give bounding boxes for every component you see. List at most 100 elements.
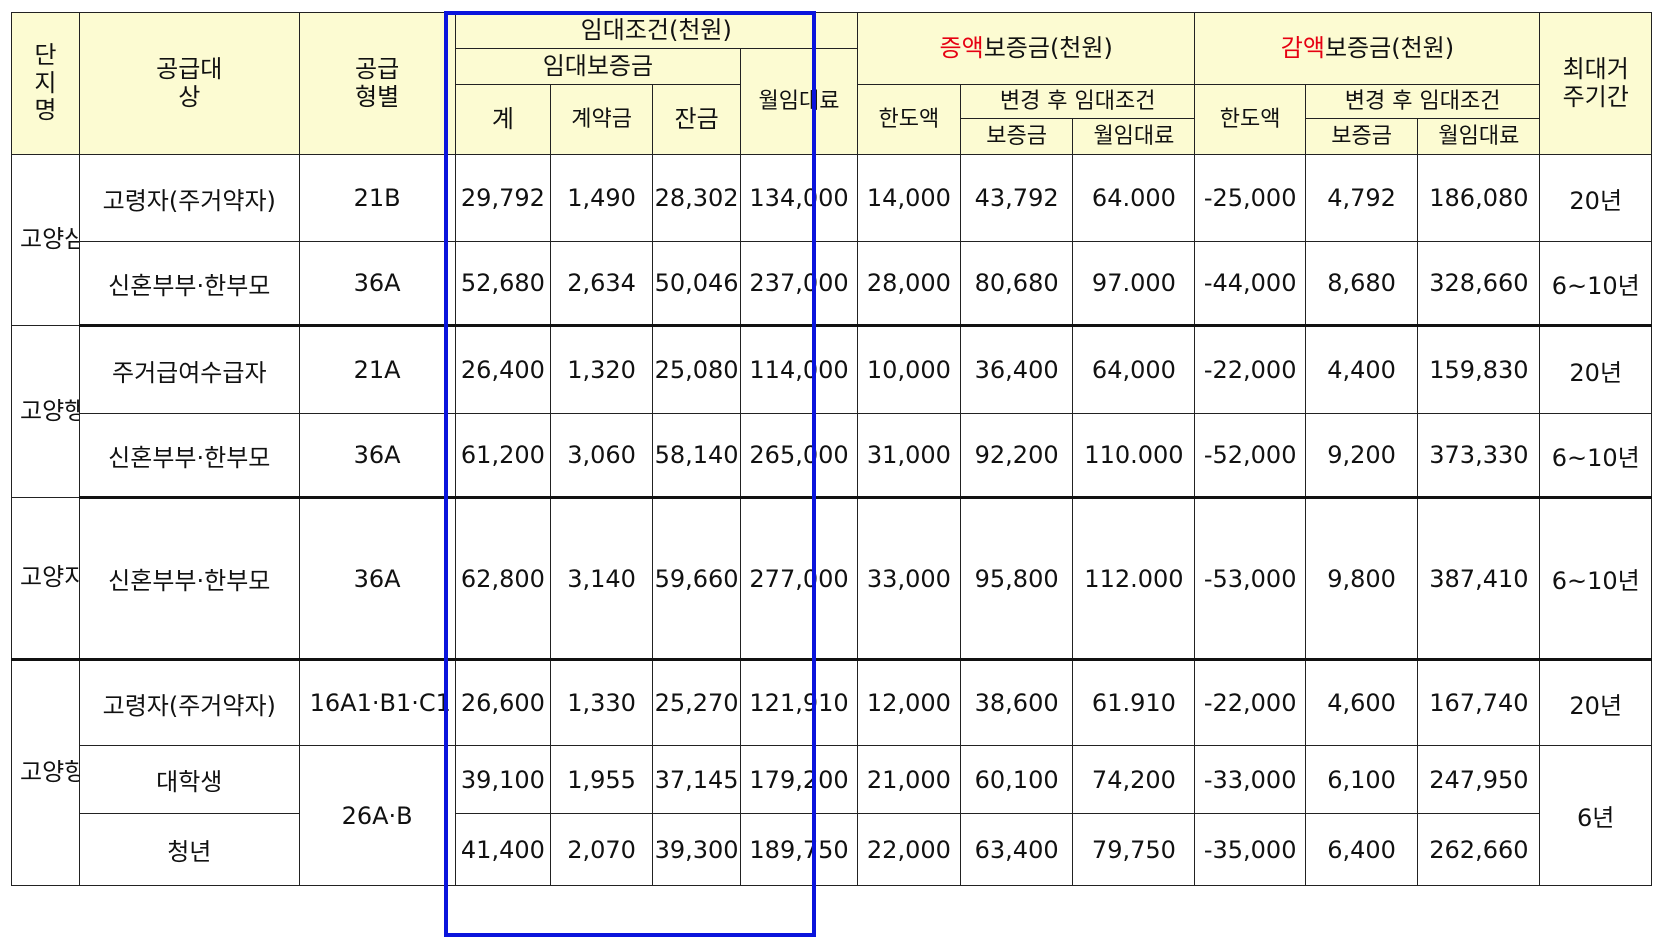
max-period: 20년 (1539, 659, 1652, 746)
supply-type: 36A (298, 497, 456, 661)
supply-target: 고령자(주거약자) (78, 154, 300, 242)
table-row: 청년 41,400 2,070 39,300 189,750 22,000 63… (12, 813, 1652, 886)
supply-target: 청년 (78, 813, 300, 886)
supply-target: 신혼부부·한부모 (78, 497, 300, 661)
header-increase: 증액보증금(천원) (856, 12, 1196, 85)
contract-payment: 2,070 (550, 813, 654, 886)
decrease-limit: -53,000 (1194, 497, 1306, 661)
decrease-deposit: 4,600 (1304, 659, 1419, 746)
max-period: 6~10년 (1539, 413, 1652, 499)
decrease-deposit: 9,800 (1304, 497, 1419, 661)
increase-limit: 28,000 (856, 241, 961, 327)
contract-payment: 1,330 (550, 659, 654, 746)
complex-name: 고양삼송11 (11, 154, 80, 326)
header-increase-after-change: 변경 후 임대조건 (959, 84, 1196, 119)
table-row: 고양행신12 주거급여수급자 21A 26,400 1,320 25,080 1… (11, 325, 1652, 498)
supply-type: 26A·B (298, 745, 456, 886)
header-increase-limit: 한도액 (856, 84, 961, 155)
complex-name: 고양지축3 (11, 497, 80, 661)
header-supply-type: 공급형별 (298, 12, 456, 155)
deposit-total: 61,200 (454, 413, 552, 499)
decrease-limit: -35,000 (1194, 813, 1306, 886)
header-decrease-after-change: 변경 후 임대조건 (1304, 84, 1541, 119)
supply-type: 36A (298, 413, 456, 499)
complex-name: 고양향동4 (11, 659, 80, 886)
max-period: 20년 (1539, 325, 1652, 414)
increase-deposit: 36,400 (959, 325, 1074, 414)
table-row: 고양향동4 고령자(주거약자) 16A1·B1·C1 26,600 1,330 … (11, 659, 1652, 886)
supply-target: 주거급여수급자 (78, 325, 300, 414)
decrease-monthly: 373,330 (1417, 413, 1541, 499)
header-complex: 단지명 (11, 12, 80, 155)
deposit-total: 29,792 (454, 154, 552, 242)
increase-limit: 33,000 (856, 497, 961, 661)
monthly-rent: 189,750 (740, 813, 858, 886)
supply-target: 대학생 (78, 745, 300, 814)
contract-payment: 3,140 (550, 497, 654, 661)
monthly-rent: 121,910 (740, 659, 858, 746)
complex-name: 고양행신12 (11, 325, 80, 498)
contract-payment: 2,634 (550, 241, 654, 327)
decrease-limit: -52,000 (1194, 413, 1306, 499)
increase-deposit: 63,400 (959, 813, 1074, 886)
decrease-deposit: 8,680 (1304, 241, 1419, 327)
decrease-limit: -25,000 (1194, 154, 1306, 242)
increase-limit: 31,000 (856, 413, 961, 499)
header-contract: 계약금 (550, 84, 654, 155)
decrease-monthly: 167,740 (1417, 659, 1541, 746)
balance-payment: 25,080 (652, 325, 742, 414)
increase-limit: 10,000 (856, 325, 961, 414)
max-period: 6년 (1539, 745, 1652, 886)
supply-type: 36A (298, 241, 456, 327)
decrease-deposit: 6,400 (1304, 813, 1419, 886)
deposit-total: 41,400 (454, 813, 552, 886)
monthly-rent: 179,200 (740, 745, 858, 814)
decrease-label: 감액 (1280, 33, 1325, 62)
supply-type: 21B (298, 154, 456, 242)
increase-deposit: 95,800 (959, 497, 1074, 661)
header-rental-terms: 임대조건(천원) (454, 12, 858, 49)
deposit-total: 39,100 (454, 745, 552, 814)
header-balance: 잔금 (652, 84, 742, 155)
increase-limit: 22,000 (856, 813, 961, 886)
table-row: 신혼부부·한부모 36A 61,200 3,060 58,140 265,000… (12, 413, 1652, 499)
rental-conditions-table: 단지명 공급대상 공급형별 임대조건(천원) 증액보증금(천원) 감액보증금(천… (11, 12, 1652, 886)
deposit-total: 52,680 (454, 241, 552, 327)
increase-deposit: 60,100 (959, 745, 1074, 814)
supply-type: 16A1·B1·C1 (298, 659, 456, 746)
balance-payment: 39,300 (652, 813, 742, 886)
header-monthly-rent: 월임대료 (740, 48, 858, 155)
supply-target: 신혼부부·한부모 (78, 413, 300, 499)
table-row: 신혼부부·한부모 36A 52,680 2,634 50,046 237,000… (12, 241, 1652, 327)
increase-limit: 21,000 (856, 745, 961, 814)
balance-payment: 59,660 (652, 497, 742, 661)
max-period: 20년 (1539, 154, 1652, 242)
monthly-rent: 277,000 (740, 497, 858, 661)
balance-payment: 58,140 (652, 413, 742, 499)
increase-monthly: 64.000 (1072, 154, 1196, 242)
balance-payment: 37,145 (652, 745, 742, 814)
max-period: 6~10년 (1539, 497, 1652, 661)
header-decrease-deposit: 보증금 (1304, 118, 1419, 155)
header-increase-monthly: 월임대료 (1072, 118, 1196, 155)
decrease-monthly: 159,830 (1417, 325, 1541, 414)
increase-deposit: 92,200 (959, 413, 1074, 499)
decrease-deposit: 4,400 (1304, 325, 1419, 414)
increase-monthly: 64,000 (1072, 325, 1196, 414)
supply-type: 21A (298, 325, 456, 414)
decrease-monthly: 262,660 (1417, 813, 1541, 886)
monthly-rent: 134,000 (740, 154, 858, 242)
table-row: 고양지축3 신혼부부·한부모 36A 62,800 3,140 59,660 2… (11, 497, 1652, 661)
max-period: 6~10년 (1539, 241, 1652, 327)
increase-label: 증액 (939, 33, 984, 62)
decrease-deposit: 6,100 (1304, 745, 1419, 814)
decrease-suffix: 보증금(천원) (1324, 33, 1455, 62)
balance-payment: 28,302 (652, 154, 742, 242)
increase-deposit: 80,680 (959, 241, 1074, 327)
balance-payment: 25,270 (652, 659, 742, 746)
contract-payment: 1,955 (550, 745, 654, 814)
increase-monthly: 110.000 (1072, 413, 1196, 499)
contract-payment: 3,060 (550, 413, 654, 499)
balance-payment: 50,046 (652, 241, 742, 327)
decrease-monthly: 328,660 (1417, 241, 1541, 327)
